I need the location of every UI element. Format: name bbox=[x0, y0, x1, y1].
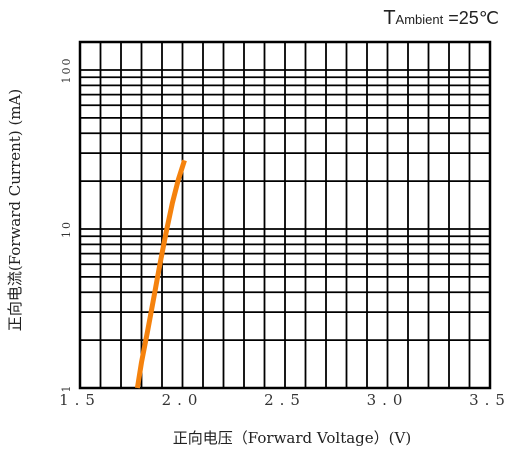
x-tick-label: 2.5 bbox=[264, 391, 306, 409]
ambient-prefix: T bbox=[383, 7, 395, 29]
y-tick-label: 10 bbox=[60, 220, 73, 238]
forward-curve-line bbox=[134, 159, 187, 389]
series-layer bbox=[134, 159, 187, 389]
ambient-temperature-annotation: TAmbient =25℃ bbox=[383, 7, 499, 29]
y-tick-label: 1 bbox=[60, 384, 73, 393]
x-tick-label: 1.5 bbox=[59, 391, 101, 409]
y-axis-label: 正向电流(Forward Current) (mA) bbox=[6, 89, 24, 331]
y-tick-label: 100 bbox=[60, 57, 73, 84]
x-axis-label: 正向电压（Forward Voltage）(V) bbox=[173, 429, 411, 447]
x-tick-label: 3.0 bbox=[367, 391, 409, 409]
y-tick-labels: 1 10 100 bbox=[60, 57, 73, 393]
x-tick-labels: 1.5 2.0 2.5 3.0 3.5 bbox=[59, 391, 511, 409]
ambient-value: =25℃ bbox=[443, 8, 499, 28]
x-tick-label: 3.5 bbox=[469, 391, 511, 409]
ambient-subscript: Ambient bbox=[396, 12, 444, 27]
plot-frame bbox=[78, 40, 492, 390]
grid bbox=[80, 42, 490, 388]
x-tick-label: 2.0 bbox=[162, 391, 204, 409]
